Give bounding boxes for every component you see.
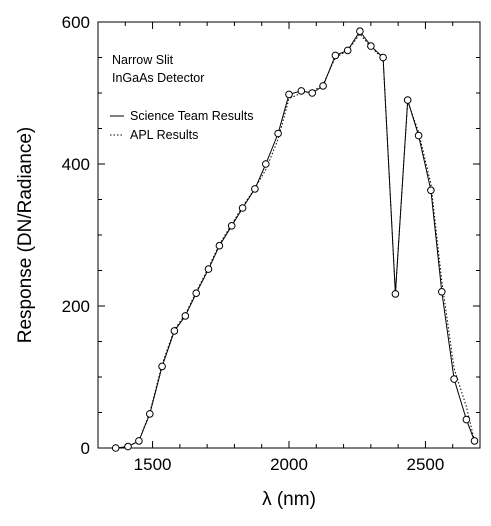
legend: Science Team Results APL Results bbox=[110, 109, 253, 142]
data-point bbox=[331, 51, 340, 60]
data-point bbox=[343, 46, 352, 55]
y-tick-label: 200 bbox=[62, 297, 90, 316]
data-point bbox=[204, 265, 213, 273]
annotation-detector: InGaAs Detector bbox=[112, 71, 204, 85]
data-point bbox=[403, 96, 412, 104]
data-point bbox=[438, 288, 446, 296]
data-point bbox=[462, 415, 471, 424]
y-axis-title: Response (DN/Radiance) bbox=[15, 127, 36, 344]
y-tick-label: 600 bbox=[62, 13, 90, 32]
series-line-science-team bbox=[115, 30, 475, 449]
x-tick-label: 2500 bbox=[407, 455, 445, 474]
data-point bbox=[262, 160, 270, 168]
data-point bbox=[170, 327, 179, 335]
data-point bbox=[308, 89, 317, 97]
data-point bbox=[367, 42, 375, 50]
series bbox=[115, 30, 475, 449]
legend-label-science-team: Science Team Results bbox=[130, 109, 253, 123]
y-tick-label: 0 bbox=[81, 439, 90, 458]
markers bbox=[111, 27, 479, 452]
data-point bbox=[427, 186, 435, 195]
data-point bbox=[146, 410, 154, 418]
ticks: 1500 2000 2500 0 200 400 600 bbox=[62, 13, 480, 474]
data-point bbox=[158, 362, 166, 371]
data-point bbox=[414, 131, 423, 140]
data-point bbox=[379, 53, 387, 62]
x-tick-label: 1500 bbox=[134, 455, 172, 474]
data-point bbox=[356, 27, 364, 36]
data-point bbox=[192, 289, 200, 298]
legend-label-apl: APL Results bbox=[130, 128, 198, 142]
data-point bbox=[215, 241, 224, 250]
data-point bbox=[297, 87, 306, 95]
data-point bbox=[135, 437, 143, 445]
data-point bbox=[470, 437, 479, 445]
data-point bbox=[124, 442, 132, 451]
annotation-slit: Narrow Slit bbox=[112, 53, 174, 67]
data-point bbox=[181, 312, 190, 320]
plot-frame bbox=[97, 21, 481, 449]
data-point bbox=[227, 222, 236, 230]
data-point bbox=[391, 290, 400, 298]
data-point bbox=[238, 204, 247, 212]
series-line-apl bbox=[115, 33, 475, 449]
data-point bbox=[319, 82, 327, 90]
data-point bbox=[274, 129, 282, 138]
data-point bbox=[285, 90, 293, 99]
data-point bbox=[251, 185, 259, 193]
x-axis-title: λ (nm) bbox=[262, 489, 316, 510]
x-tick-label: 2000 bbox=[270, 455, 308, 474]
y-tick-label: 400 bbox=[62, 155, 90, 174]
data-point bbox=[111, 444, 120, 452]
data-point bbox=[450, 375, 458, 383]
